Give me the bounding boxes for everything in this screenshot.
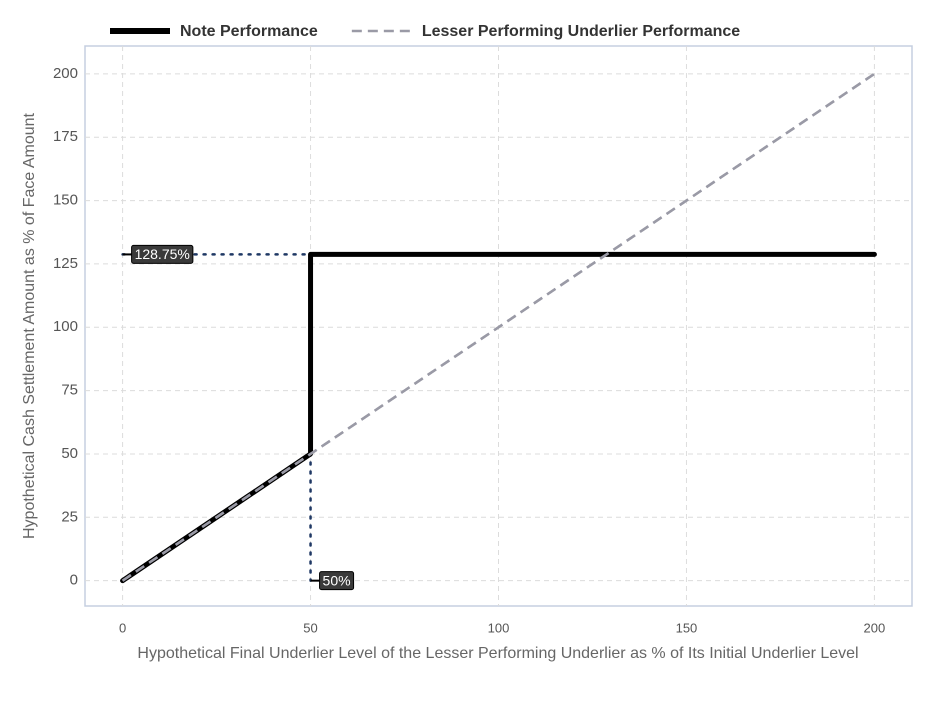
- y-tick-label: 25: [61, 508, 78, 525]
- annotation-label: 50%: [323, 572, 351, 588]
- annotation-box: [319, 571, 355, 591]
- x-axis-title: Hypothetical Final Underlier Level of th…: [137, 645, 858, 662]
- annotation-label: 128.75%: [135, 246, 190, 262]
- x-tick-label: 0: [119, 620, 126, 635]
- annotation: 128.75%: [122, 244, 194, 264]
- y-tick-label: 100: [53, 318, 78, 335]
- legend-label: Note Performance: [180, 23, 318, 40]
- x-tick-label: 200: [864, 620, 886, 635]
- legend-label: Lesser Performing Underlier Performance: [422, 23, 740, 40]
- guide-line: [121, 253, 312, 582]
- annotation: 50%: [310, 571, 355, 591]
- annotation-box: [131, 244, 194, 264]
- y-tick-label: 150: [53, 192, 78, 209]
- y-tick-label: 200: [53, 65, 78, 82]
- y-axis-title: Hypothetical Cash Settlement Amount as %…: [21, 112, 38, 539]
- x-tick-label: 50: [303, 620, 317, 635]
- y-tick-label: 75: [61, 382, 78, 399]
- series-line-overlay: [121, 72, 876, 582]
- y-tick-label: 175: [53, 128, 78, 145]
- y-tick-label: 125: [53, 255, 78, 272]
- x-tick-label: 150: [676, 620, 698, 635]
- y-tick-label: 50: [61, 445, 78, 462]
- x-tick-label: 100: [488, 620, 510, 635]
- y-tick-label: 0: [70, 572, 78, 589]
